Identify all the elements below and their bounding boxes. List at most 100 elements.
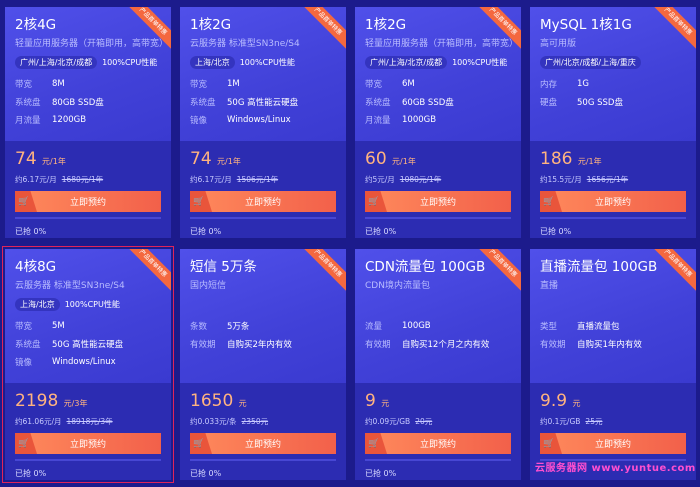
price-unit: 元/3年 <box>63 399 88 408</box>
tags: 上海/北京 100%CPU性能 <box>15 297 161 311</box>
spec-label: 系统盘 <box>365 98 391 108</box>
region-tag: 100%CPU性能 <box>239 57 295 67</box>
product-card[interactable]: 产品首单特惠 CDN流量包 100GB CDN境内流量包 流量 100GB 有效期自… <box>355 249 521 480</box>
reserve-label: 立即预约 <box>594 198 631 208</box>
unit-price: 约0.033元/条 <box>190 417 237 426</box>
spec-row: 系统盘 80GB SSD盘 <box>15 93 161 111</box>
original-price: 1506元/1年 <box>236 175 279 184</box>
product-subtitle: CDN境内流量包 <box>365 281 430 291</box>
reserve-button[interactable]: 🛒 立即预约 <box>540 191 686 212</box>
reserve-button[interactable]: 🛒 立即预约 <box>15 191 161 212</box>
spec-value: 1M <box>227 79 240 89</box>
product-card[interactable]: 产品首单特惠 短信 5万条 国内短信 条数 5万条 有效期 自购买2年内有效 1650… <box>180 249 346 480</box>
product-title: MySQL 1核1G <box>540 17 632 33</box>
price-value: 74 <box>15 149 37 169</box>
region-tag: 100%CPU性能 <box>452 57 508 67</box>
product-title: 2核4G <box>15 17 57 33</box>
spec-row: 带宽 6M <box>365 75 511 93</box>
unit-price: 约15.5元/月 <box>540 175 582 184</box>
price-value: 60 <box>365 149 387 169</box>
reserve-label: 立即预约 <box>244 440 281 450</box>
region-tag: 100%CPU性能 <box>102 57 158 67</box>
product-card[interactable]: 产品首单特惠 MySQL 1核1G 高可用版 广州/北京/成都/上海/重庆 内存… <box>530 7 696 238</box>
reserve-button[interactable]: 🛒 立即预约 <box>365 191 511 212</box>
unit-price: 约5元/月 <box>365 175 395 184</box>
product-card[interactable]: 产品首单特惠 1核2G 轻量应用服务器（开箱即用，高带宽） 广州/上海/北京/成… <box>355 7 521 238</box>
price-detail: 约0.1元/GB 25元 <box>540 416 686 427</box>
reserve-button[interactable]: 🛒 立即预约 <box>190 433 336 454</box>
spec-label: 镜像 <box>190 116 208 126</box>
reserve-label: 立即预约 <box>244 198 281 208</box>
product-subtitle: 云服务器 标准型SN3ne/S4 <box>190 39 300 49</box>
price-value: 2198 <box>15 391 59 411</box>
reserve-label: 立即预约 <box>69 440 106 450</box>
product-subtitle: 国内短信 <box>190 281 227 291</box>
product-subtitle: 云服务器 标准型SN3ne/S4 <box>15 281 125 291</box>
region-tag: 上海/北京 <box>190 55 235 69</box>
spec-label: 类型 <box>540 322 558 332</box>
price-detail: 约0.09元/GB 20元 <box>365 416 511 427</box>
reserve-button[interactable]: 🛒 立即预约 <box>190 191 336 212</box>
unit-price: 约0.1元/GB <box>540 417 581 426</box>
spec-row: 带宽 5M <box>15 317 161 335</box>
price-value: 9 <box>365 391 376 411</box>
product-title: 1核2G <box>365 17 407 33</box>
product-card[interactable]: 产品首单特惠 1核2G 云服务器 标准型SN3ne/S4 上海/北京 100%CP… <box>180 7 346 238</box>
price-value: 9.9 <box>540 391 568 411</box>
reserve-label: 立即预约 <box>69 198 106 208</box>
cart-icon: 🛒 <box>190 433 212 454</box>
product-card[interactable]: 产品首单特惠 4核8G 云服务器 标准型SN3ne/S4 上海/北京 100%CP… <box>2 246 174 483</box>
spec-value: 直播流量包 <box>577 322 620 332</box>
price-detail: 约6.17元/月 1680元/1年 <box>15 174 161 185</box>
product-card[interactable]: 产品首单特惠 2核4G 轻量应用服务器（开箱即用，高带宽） 广州/上海/北京/成… <box>5 7 171 238</box>
price-unit: 元/1年 <box>392 157 416 166</box>
price: 9.9 元 <box>540 391 686 414</box>
progress-bar <box>15 217 161 219</box>
spec-value: 1000GB <box>402 115 437 125</box>
product-card[interactable]: 产品首单特惠 直播流量包 100GB 直播 类型 直播流量包 有效期 自购买1年内有效… <box>530 249 696 480</box>
spec-row: 有效期 自购买12个月之内有效 <box>365 335 511 353</box>
sold-percent: 已抢 0% <box>15 227 47 236</box>
cart-icon: 🛒 <box>365 191 387 212</box>
spec-value: Windows/Linux <box>52 357 116 367</box>
reserve-button[interactable]: 🛒 立即预约 <box>540 433 686 454</box>
cart-icon: 🛒 <box>190 191 212 212</box>
price-value: 1650 <box>190 391 234 411</box>
spec-value: 自购买1年内有效 <box>577 340 642 350</box>
product-subtitle: 轻量应用服务器（开箱即用，高带宽） <box>15 39 169 49</box>
reserve-label: 立即预约 <box>419 198 456 208</box>
tags: 广州/上海/北京/成都 100%CPU性能 <box>365 55 511 69</box>
price-unit: 元/1年 <box>42 157 66 166</box>
sold-percent: 已抢 0% <box>365 469 397 478</box>
price: 9 元 <box>365 391 511 414</box>
spec-value: Windows/Linux <box>227 115 291 125</box>
reserve-button[interactable]: 🛒 立即预约 <box>15 433 161 454</box>
spec-label: 月流量 <box>15 116 41 126</box>
reserve-button[interactable]: 🛒 立即预约 <box>365 433 511 454</box>
spec-label: 带宽 <box>15 322 33 332</box>
progress-bar <box>540 459 686 461</box>
spec-label: 带宽 <box>15 80 33 90</box>
cart-icon: 🛒 <box>540 433 562 454</box>
spec-value: 1200GB <box>52 115 87 125</box>
spec-label: 系统盘 <box>15 340 41 350</box>
spec-value: 5万条 <box>227 322 250 332</box>
spec-row: 月流量 1000GB <box>365 111 511 129</box>
price: 1650 元 <box>190 391 336 414</box>
product-subtitle: 轻量应用服务器（开箱即用，高带宽） <box>365 39 519 49</box>
reserve-label: 立即预约 <box>594 440 631 450</box>
spec-value: 自购买2年内有效 <box>227 340 292 350</box>
price-detail: 约15.5元/月 1656元/1年 <box>540 174 686 185</box>
spec-row: 月流量 1200GB <box>15 111 161 129</box>
sold-percent: 已抢 0% <box>365 227 397 236</box>
spec-value: 50G 高性能云硬盘 <box>52 340 124 350</box>
progress-bar <box>365 459 511 461</box>
spec-list: 条数 5万条 有效期 自购买2年内有效 <box>190 317 336 353</box>
original-price: 1656元/1年 <box>586 175 629 184</box>
spec-row: 镜像 Windows/Linux <box>15 353 161 371</box>
progress-bar <box>190 459 336 461</box>
spec-list: 类型 直播流量包 有效期 自购买1年内有效 <box>540 317 686 353</box>
spec-row: 带宽 8M <box>15 75 161 93</box>
price: 2198 元/3年 <box>15 391 161 414</box>
spec-value: 50G SSD盘 <box>577 98 623 108</box>
